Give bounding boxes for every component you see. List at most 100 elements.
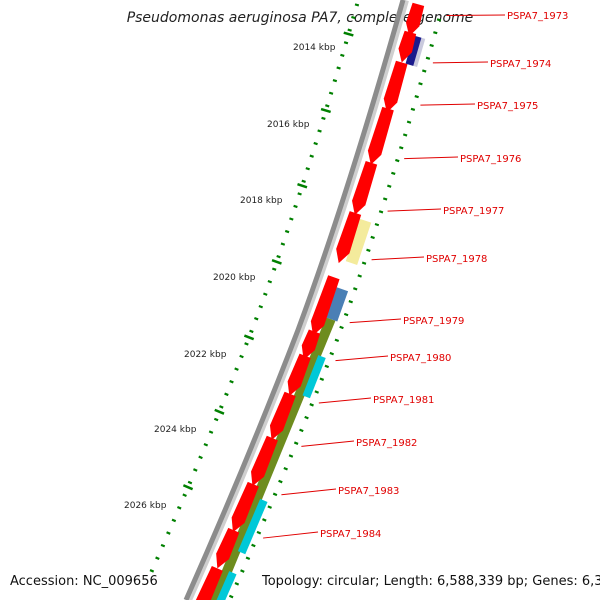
tick-mark — [339, 325, 344, 330]
genome-summary-text: Topology: circular; Length: 6,588,339 bp… — [262, 574, 600, 589]
tick-mark — [343, 41, 349, 45]
gene-label[interactable]: PSPA7_1982 — [356, 438, 417, 449]
gene-label[interactable]: PSPA7_1983 — [338, 486, 399, 497]
tick-mark — [160, 543, 166, 548]
tick-mark — [378, 210, 384, 214]
tick-mark — [402, 133, 408, 137]
kbp-label: 2016 kbp — [267, 120, 310, 130]
tick-mark — [387, 184, 392, 188]
tick-mark — [284, 229, 290, 234]
outer-tick-marks — [149, 3, 360, 573]
tick-mark — [340, 53, 345, 58]
tick-mark — [288, 454, 294, 458]
kbp-label: 2020 kbp — [213, 273, 256, 283]
tick-mark — [229, 379, 234, 384]
tick-mark — [422, 69, 427, 73]
gene-arrow — [405, 2, 425, 37]
gene-arrow — [269, 391, 296, 441]
tick-mark — [301, 179, 306, 183]
tick-mark — [357, 274, 362, 278]
gene-label[interactable]: PSPA7_1980 — [390, 353, 451, 364]
map-title: Pseudomonas aeruginosa PA7, complete gen… — [126, 10, 474, 26]
tick-mark — [433, 31, 438, 35]
tick-mark — [240, 569, 245, 573]
gene-label[interactable]: PSPA7_1984 — [320, 529, 381, 540]
feature-bar — [237, 498, 268, 555]
tick-mark — [297, 192, 302, 196]
tick-mark — [276, 254, 281, 259]
label-leader-lines — [263, 14, 506, 539]
gene-label[interactable]: PSPA7_1981 — [373, 395, 434, 406]
tick-mark — [374, 222, 380, 227]
gene-labels: PSPA7_1973 PSPA7_1974 PSPA7_1975 PSPA7_1… — [320, 11, 568, 540]
kbp-tick-labels: 2014 kbp 2016 kbp 2018 kbp 2020 kbp 2022… — [124, 43, 336, 511]
tick-mark — [314, 390, 319, 394]
gene-label[interactable]: PSPA7_1973 — [507, 11, 568, 22]
tick-mark — [329, 351, 335, 356]
leader-line — [318, 397, 372, 404]
tick-mark — [414, 94, 419, 99]
tick-mark — [343, 312, 349, 317]
gene-arrow — [336, 211, 362, 264]
tick-mark — [436, 18, 442, 22]
kbp-label: 2018 kbp — [240, 196, 283, 206]
tick-mark — [166, 531, 171, 535]
tick-mark — [410, 107, 416, 112]
tick-mark — [176, 505, 182, 510]
tick-mark — [244, 342, 249, 346]
tick-mark — [155, 556, 160, 561]
tick-mark — [171, 518, 177, 523]
tick-mark — [336, 66, 341, 70]
leader-line — [432, 61, 489, 64]
tick-mark — [224, 392, 229, 397]
tick-mark — [234, 367, 239, 371]
feature-bar — [209, 317, 336, 600]
gene-arrow — [287, 353, 311, 396]
tick-mark — [304, 415, 309, 420]
tick-mark — [354, 3, 360, 7]
gene-label[interactable]: PSPA7_1974 — [490, 59, 551, 70]
tick-mark — [391, 171, 396, 176]
feature-bar — [405, 35, 422, 66]
tick-mark — [251, 543, 256, 548]
tick-mark — [263, 292, 268, 296]
tick-mark — [425, 56, 431, 60]
tick-mark — [208, 430, 214, 434]
gene-arrows — [195, 2, 425, 600]
leader-line — [335, 355, 389, 362]
tick-mark — [317, 129, 322, 133]
tick-mark — [399, 146, 404, 150]
tick-mark — [193, 468, 198, 472]
leader-line — [349, 318, 402, 324]
tick-mark — [283, 466, 288, 471]
tick-mark — [203, 442, 209, 447]
gene-label[interactable]: PSPA7_1976 — [460, 154, 521, 165]
tick-mark — [361, 261, 367, 265]
backbone-shadow — [184, 0, 409, 600]
tick-mark — [347, 28, 352, 32]
tick-mark — [328, 91, 334, 95]
gene-arrow — [301, 329, 321, 360]
tick-mark — [382, 197, 388, 201]
gene-arrow — [231, 481, 259, 533]
gene-label[interactable]: PSPA7_1979 — [403, 316, 464, 327]
tick-mark — [272, 492, 278, 497]
feature-bar — [302, 355, 326, 399]
tick-mark — [370, 235, 375, 240]
gene-label[interactable]: PSPA7_1975 — [477, 101, 538, 112]
tick-mark — [278, 479, 283, 484]
accession-text: Accession: NC_009656 — [10, 574, 158, 589]
tick-mark — [334, 338, 340, 343]
tick-mark — [395, 158, 400, 163]
tick-mark — [293, 204, 298, 209]
tick-mark — [228, 594, 234, 599]
kbp-tick-mark — [343, 31, 354, 37]
leader-line — [281, 488, 337, 496]
gene-label[interactable]: PSPA7_1978 — [426, 254, 487, 265]
leader-line — [387, 208, 442, 212]
gene-arrow — [367, 106, 394, 165]
tick-mark — [406, 120, 412, 124]
leader-line — [263, 531, 319, 539]
tick-mark — [289, 217, 294, 221]
gene-label[interactable]: PSPA7_1977 — [443, 206, 504, 217]
